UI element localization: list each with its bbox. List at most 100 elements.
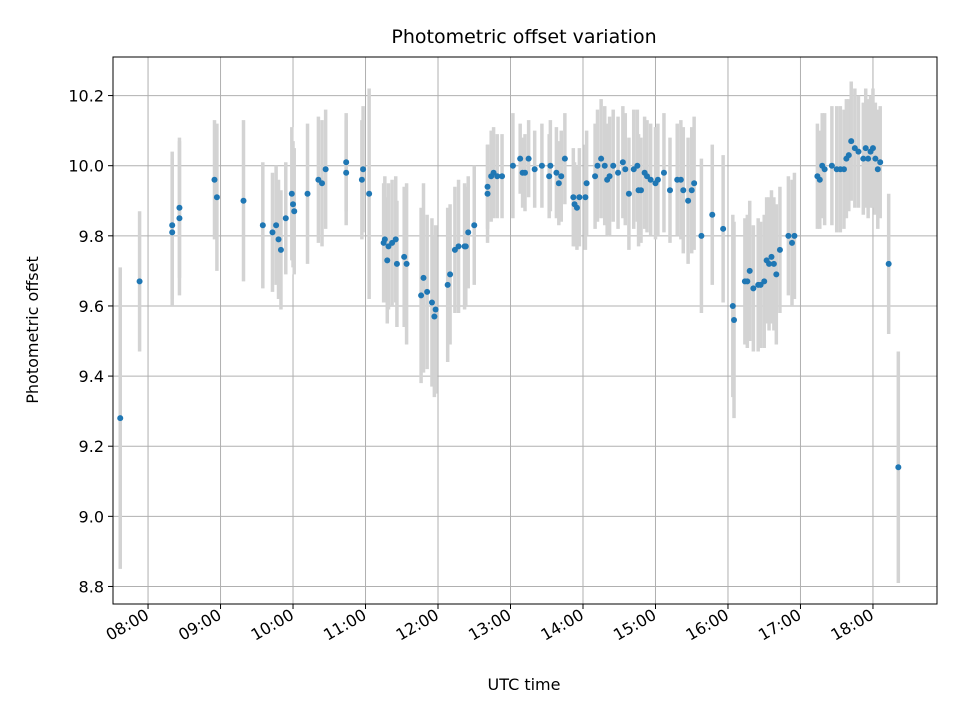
data-point (874, 166, 881, 173)
data-point (517, 155, 524, 162)
data-point (322, 166, 329, 173)
data-point (462, 243, 469, 250)
data-point (393, 260, 400, 267)
data-point (654, 176, 661, 183)
data-point (366, 190, 373, 197)
data-point (432, 306, 439, 313)
data-point (494, 173, 501, 180)
data-point (731, 316, 738, 323)
data-point (392, 236, 399, 243)
x-tick-label: 16:00 (683, 605, 732, 645)
data-point (343, 159, 350, 166)
data-point (176, 215, 183, 222)
data-point (269, 229, 276, 236)
data-point (744, 278, 751, 285)
y-axis-ticks: 8.8 9.0 9.2 9.4 9.6 9.8 10.0 10.2 (68, 87, 113, 596)
data-point (789, 239, 796, 246)
data-point (213, 194, 220, 201)
data-point (848, 138, 855, 145)
data-point (773, 271, 780, 278)
y-tick-label: 8.8 (79, 577, 104, 596)
data-point (766, 260, 773, 267)
data-point (573, 204, 580, 211)
x-tick-label: 18:00 (828, 605, 877, 645)
data-point (685, 197, 692, 204)
x-tick-label: 09:00 (175, 605, 224, 645)
data-point (553, 169, 560, 176)
data-point (816, 176, 823, 183)
y-tick-label: 9.6 (79, 297, 104, 316)
data-point (484, 183, 491, 190)
data-point (691, 180, 698, 187)
data-point (582, 194, 589, 201)
data-point (211, 176, 218, 183)
data-point (709, 211, 716, 218)
data-point (117, 415, 124, 422)
data-point (282, 215, 289, 222)
data-point (358, 176, 365, 183)
data-point (424, 288, 431, 295)
data-point (768, 253, 775, 260)
data-point (606, 173, 613, 180)
data-point (384, 257, 391, 264)
data-point (499, 173, 506, 180)
data-point (304, 190, 311, 197)
data-point (420, 274, 427, 281)
data-point (872, 155, 879, 162)
data-point (275, 236, 282, 243)
y-tick-label: 10.2 (68, 87, 104, 106)
data-point (169, 229, 176, 236)
data-point (522, 169, 528, 176)
data-point (828, 162, 835, 169)
data-point (761, 278, 768, 285)
data-point (465, 229, 472, 236)
x-tick-label: 08:00 (103, 605, 152, 645)
data-point (594, 162, 601, 169)
data-point (509, 162, 516, 169)
data-point (729, 302, 736, 309)
data-point (877, 159, 884, 166)
y-tick-label: 9.2 (79, 437, 104, 456)
data-points (117, 138, 902, 471)
data-point (447, 271, 454, 278)
data-point (558, 173, 565, 180)
data-point (583, 180, 590, 187)
data-point (401, 253, 408, 260)
data-point (647, 176, 654, 183)
data-point (431, 313, 438, 320)
x-tick-label: 10:00 (248, 605, 297, 645)
data-point (598, 155, 605, 162)
data-point (531, 166, 538, 173)
data-point (381, 236, 388, 243)
data-point (547, 162, 554, 169)
data-point (720, 225, 727, 232)
data-point (273, 222, 280, 229)
data-point (343, 169, 350, 176)
data-point (845, 152, 852, 159)
data-point (592, 173, 599, 180)
data-point (770, 260, 777, 267)
data-point (418, 292, 425, 299)
data-point (865, 155, 872, 162)
chart-title: Photometric offset variation (391, 26, 656, 48)
data-point (288, 190, 295, 197)
data-point (538, 162, 545, 169)
data-point (471, 222, 478, 229)
data-point (895, 464, 902, 471)
data-point (860, 155, 867, 162)
data-point (136, 278, 143, 285)
data-point (615, 169, 622, 176)
data-point (455, 243, 462, 250)
y-tick-label: 9.4 (79, 367, 104, 386)
data-point (855, 148, 862, 155)
data-point (610, 162, 617, 169)
y-tick-label: 9.8 (79, 227, 104, 246)
data-point (698, 232, 705, 239)
data-point (680, 187, 687, 194)
data-point (750, 285, 757, 292)
data-point (484, 190, 491, 197)
data-point (660, 169, 667, 176)
x-tick-label: 13:00 (465, 605, 514, 645)
data-point (259, 222, 266, 229)
